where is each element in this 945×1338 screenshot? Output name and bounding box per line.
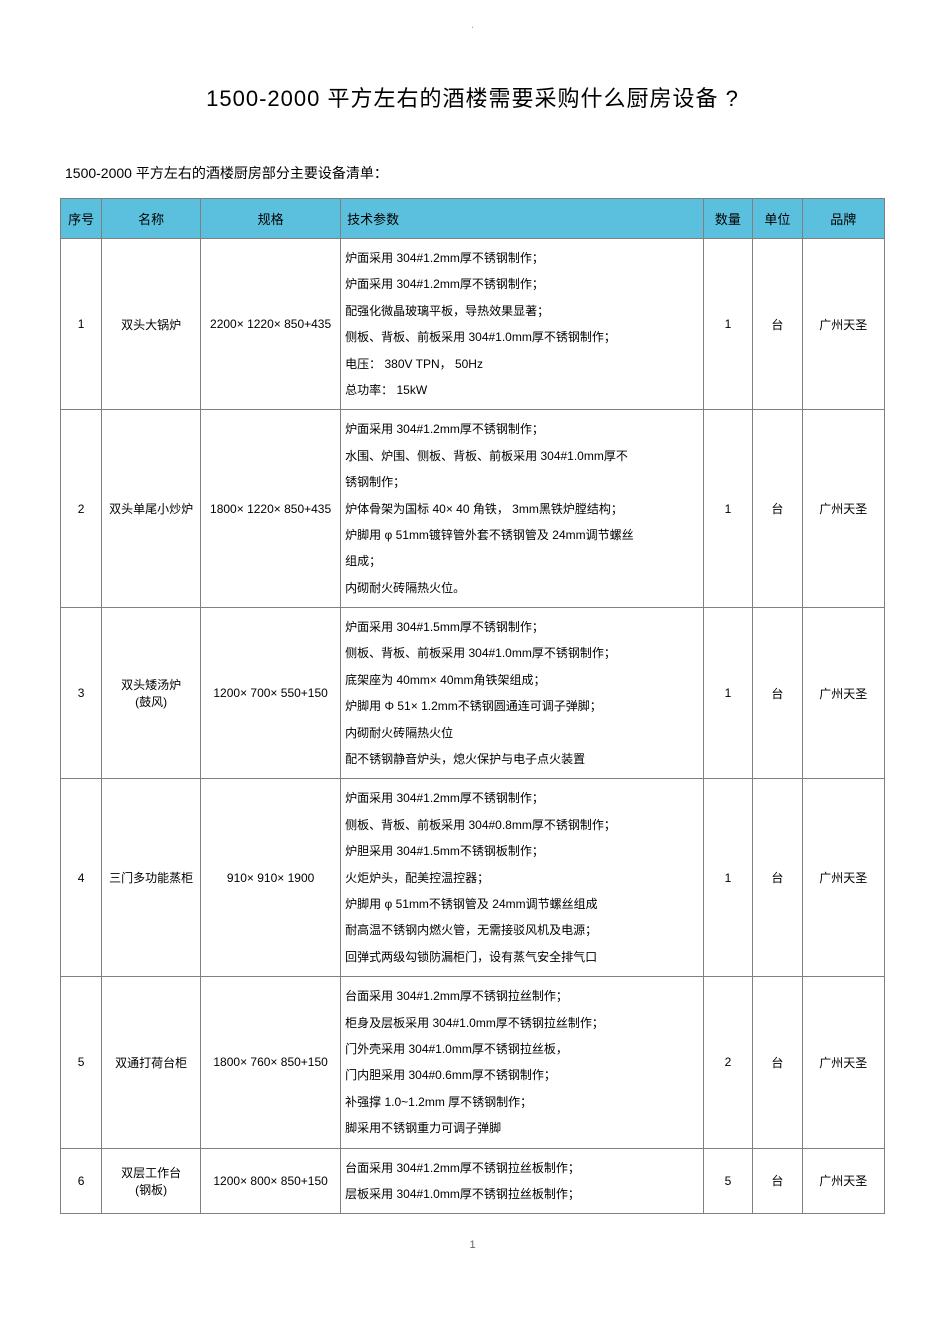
cell-brand: 广州天圣 bbox=[802, 779, 884, 977]
param-line: 炉面采用 304#1.2mm厚不锈钢制作； bbox=[345, 416, 699, 442]
cell-name: 双通打荷台柜 bbox=[102, 977, 201, 1148]
cell-brand: 广州天圣 bbox=[802, 977, 884, 1148]
param-line: 台面采用 304#1.2mm厚不锈钢拉丝板制作； bbox=[345, 1155, 699, 1181]
param-line: 补强撑 1.0~1.2mm 厚不锈钢制作； bbox=[345, 1089, 699, 1115]
param-line: 底架座为 40mm× 40mm角铁架组成； bbox=[345, 667, 699, 693]
param-line: 炉体骨架为国标 40× 40 角铁， 3mm黑铁炉膛结构； bbox=[345, 496, 699, 522]
col-header-qty: 数量 bbox=[703, 199, 752, 239]
param-line: 侧板、背板、前板采用 304#1.0mm厚不锈钢制作； bbox=[345, 324, 699, 350]
table-row: 4三门多功能蒸柜910× 910× 1900炉面采用 304#1.2mm厚不锈钢… bbox=[61, 779, 885, 977]
cell-unit: 台 bbox=[753, 1148, 802, 1214]
page-title: 1500-2000 平方左右的酒楼需要采购什么厨房设备 ? bbox=[60, 81, 885, 113]
cell-spec: 1800× 760× 850+150 bbox=[201, 977, 341, 1148]
param-line: 台面采用 304#1.2mm厚不锈钢拉丝制作； bbox=[345, 983, 699, 1009]
col-header-name: 名称 bbox=[102, 199, 201, 239]
cell-params: 炉面采用 304#1.2mm厚不锈钢制作；炉面采用 304#1.2mm厚不锈钢制… bbox=[341, 239, 704, 410]
cell-brand: 广州天圣 bbox=[802, 608, 884, 779]
cell-params: 炉面采用 304#1.5mm厚不锈钢制作；侧板、背板、前板采用 304#1.0m… bbox=[341, 608, 704, 779]
cell-brand: 广州天圣 bbox=[802, 410, 884, 608]
col-header-seq: 序号 bbox=[61, 199, 102, 239]
cell-params: 台面采用 304#1.2mm厚不锈钢拉丝制作；柜身及层板采用 304#1.0mm… bbox=[341, 977, 704, 1148]
cell-unit: 台 bbox=[753, 977, 802, 1148]
cell-name: 双头单尾小炒炉 bbox=[102, 410, 201, 608]
cell-spec: 1800× 1220× 850+435 bbox=[201, 410, 341, 608]
param-line: 炉面采用 304#1.2mm厚不锈钢制作； bbox=[345, 245, 699, 271]
param-line: 柜身及层板采用 304#1.0mm厚不锈钢拉丝制作； bbox=[345, 1010, 699, 1036]
table-row: 6双层工作台(钢板)1200× 800× 850+150台面采用 304#1.2… bbox=[61, 1148, 885, 1214]
cell-name: 三门多功能蒸柜 bbox=[102, 779, 201, 977]
cell-seq: 5 bbox=[61, 977, 102, 1148]
param-line: 回弹式两级勾锁防漏柜门，设有蒸气安全排气口 bbox=[345, 944, 699, 970]
table-body: 1双头大锅炉2200× 1220× 850+435炉面采用 304#1.2mm厚… bbox=[61, 239, 885, 1214]
param-line: 炉面采用 304#1.2mm厚不锈钢制作； bbox=[345, 785, 699, 811]
cell-spec: 2200× 1220× 850+435 bbox=[201, 239, 341, 410]
param-line: 侧板、背板、前板采用 304#0.8mm厚不锈钢制作； bbox=[345, 812, 699, 838]
param-line: 配强化微晶玻璃平板，导热效果显著； bbox=[345, 298, 699, 324]
cell-unit: 台 bbox=[753, 410, 802, 608]
param-line: 门外壳采用 304#1.0mm厚不锈钢拉丝板， bbox=[345, 1036, 699, 1062]
param-line: 炉胆采用 304#1.5mm不锈钢板制作； bbox=[345, 838, 699, 864]
equipment-table: 序号 名称 规格 技术参数 数量 单位 品牌 1双头大锅炉2200× 1220×… bbox=[60, 198, 885, 1214]
param-line: 锈钢制作； bbox=[345, 469, 699, 495]
cell-name: 双头矮汤炉(鼓风) bbox=[102, 608, 201, 779]
param-line: 组成； bbox=[345, 548, 699, 574]
cell-params: 炉面采用 304#1.2mm厚不锈钢制作；水围、炉围、侧板、背板、前板采用 30… bbox=[341, 410, 704, 608]
table-row: 1双头大锅炉2200× 1220× 850+435炉面采用 304#1.2mm厚… bbox=[61, 239, 885, 410]
cell-qty: 5 bbox=[703, 1148, 752, 1214]
cell-spec: 910× 910× 1900 bbox=[201, 779, 341, 977]
cell-seq: 4 bbox=[61, 779, 102, 977]
param-line: 炉脚用 φ 51mm不锈钢管及 24mm调节螺丝组成 bbox=[345, 891, 699, 917]
page-number: 1 bbox=[60, 1239, 885, 1251]
cell-brand: 广州天圣 bbox=[802, 239, 884, 410]
param-line: 总功率： 15kW bbox=[345, 377, 699, 403]
col-header-brand: 品牌 bbox=[802, 199, 884, 239]
param-line: 炉脚用 φ 51mm镀锌管外套不锈钢管及 24mm调节螺丝 bbox=[345, 522, 699, 548]
cell-spec: 1200× 700× 550+150 bbox=[201, 608, 341, 779]
col-header-params: 技术参数 bbox=[341, 199, 704, 239]
param-line: 配不锈钢静音炉头，熄火保护与电子点火装置 bbox=[345, 746, 699, 772]
cell-seq: 2 bbox=[61, 410, 102, 608]
param-line: 内砌耐火砖隔热火位 bbox=[345, 720, 699, 746]
cell-seq: 3 bbox=[61, 608, 102, 779]
table-header-row: 序号 名称 规格 技术参数 数量 单位 品牌 bbox=[61, 199, 885, 239]
param-line: 脚采用不锈钢重力可调子弹脚 bbox=[345, 1115, 699, 1141]
cell-qty: 1 bbox=[703, 608, 752, 779]
param-line: 层板采用 304#1.0mm厚不锈钢拉丝板制作； bbox=[345, 1181, 699, 1207]
table-row: 5双通打荷台柜1800× 760× 850+150台面采用 304#1.2mm厚… bbox=[61, 977, 885, 1148]
table-row: 2双头单尾小炒炉1800× 1220× 850+435炉面采用 304#1.2m… bbox=[61, 410, 885, 608]
cell-unit: 台 bbox=[753, 239, 802, 410]
cell-qty: 1 bbox=[703, 239, 752, 410]
param-line: 门内胆采用 304#0.6mm厚不锈钢制作； bbox=[345, 1062, 699, 1088]
cell-seq: 1 bbox=[61, 239, 102, 410]
cell-spec: 1200× 800× 850+150 bbox=[201, 1148, 341, 1214]
cell-seq: 6 bbox=[61, 1148, 102, 1214]
col-header-unit: 单位 bbox=[753, 199, 802, 239]
param-line: 侧板、背板、前板采用 304#1.0mm厚不锈钢制作； bbox=[345, 640, 699, 666]
param-line: 炉面采用 304#1.5mm厚不锈钢制作； bbox=[345, 614, 699, 640]
param-line: 耐高温不锈钢内燃火管，无需接驳风机及电源； bbox=[345, 917, 699, 943]
cell-params: 炉面采用 304#1.2mm厚不锈钢制作；侧板、背板、前板采用 304#0.8m… bbox=[341, 779, 704, 977]
subtitle: 1500-2000 平方左右的酒楼厨房部分主要设备清单： bbox=[65, 163, 885, 183]
cell-unit: 台 bbox=[753, 608, 802, 779]
cell-name: 双头大锅炉 bbox=[102, 239, 201, 410]
param-line: 内砌耐火砖隔热火位。 bbox=[345, 575, 699, 601]
col-header-spec: 规格 bbox=[201, 199, 341, 239]
param-line: 炉脚用 Φ 51× 1.2mm不锈钢圆通连可调子弹脚； bbox=[345, 693, 699, 719]
param-line: 炉面采用 304#1.2mm厚不锈钢制作； bbox=[345, 271, 699, 297]
param-line: 电压： 380V TPN， 50Hz bbox=[345, 351, 699, 377]
top-mark: . bbox=[60, 20, 885, 31]
cell-name: 双层工作台(钢板) bbox=[102, 1148, 201, 1214]
cell-unit: 台 bbox=[753, 779, 802, 977]
cell-params: 台面采用 304#1.2mm厚不锈钢拉丝板制作；层板采用 304#1.0mm厚不… bbox=[341, 1148, 704, 1214]
cell-qty: 1 bbox=[703, 410, 752, 608]
cell-brand: 广州天圣 bbox=[802, 1148, 884, 1214]
param-line: 火炬炉头，配美控温控器； bbox=[345, 865, 699, 891]
table-row: 3双头矮汤炉(鼓风)1200× 700× 550+150炉面采用 304#1.5… bbox=[61, 608, 885, 779]
cell-qty: 1 bbox=[703, 779, 752, 977]
param-line: 水围、炉围、侧板、背板、前板采用 304#1.0mm厚不 bbox=[345, 443, 699, 469]
cell-qty: 2 bbox=[703, 977, 752, 1148]
